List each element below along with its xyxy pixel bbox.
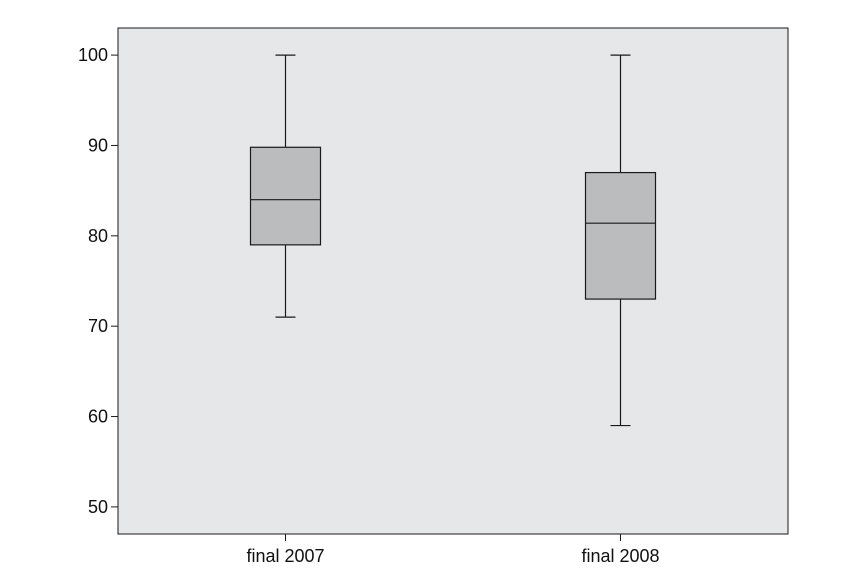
- y-tick-label-90: 90: [88, 135, 108, 155]
- x-axis: final 2007 final 2008: [246, 534, 660, 566]
- y-tick-label-100: 100: [78, 45, 108, 65]
- iqr-box: [584, 171, 657, 300]
- plot-area: [117, 27, 789, 535]
- iqr-box: [249, 146, 322, 246]
- box-1: [249, 54, 322, 318]
- y-tick-label-80: 80: [88, 226, 108, 246]
- x-tick-label-2: final 2008: [581, 546, 659, 566]
- y-tick-label-60: 60: [88, 407, 108, 427]
- y-axis: 50 60 70 80 90 100: [78, 45, 118, 517]
- y-tick-label-70: 70: [88, 316, 108, 336]
- y-tick-label-50: 50: [88, 497, 108, 517]
- x-tick-label-1: final 2007: [246, 546, 324, 566]
- box-series: [249, 54, 657, 427]
- box-2: [584, 54, 657, 427]
